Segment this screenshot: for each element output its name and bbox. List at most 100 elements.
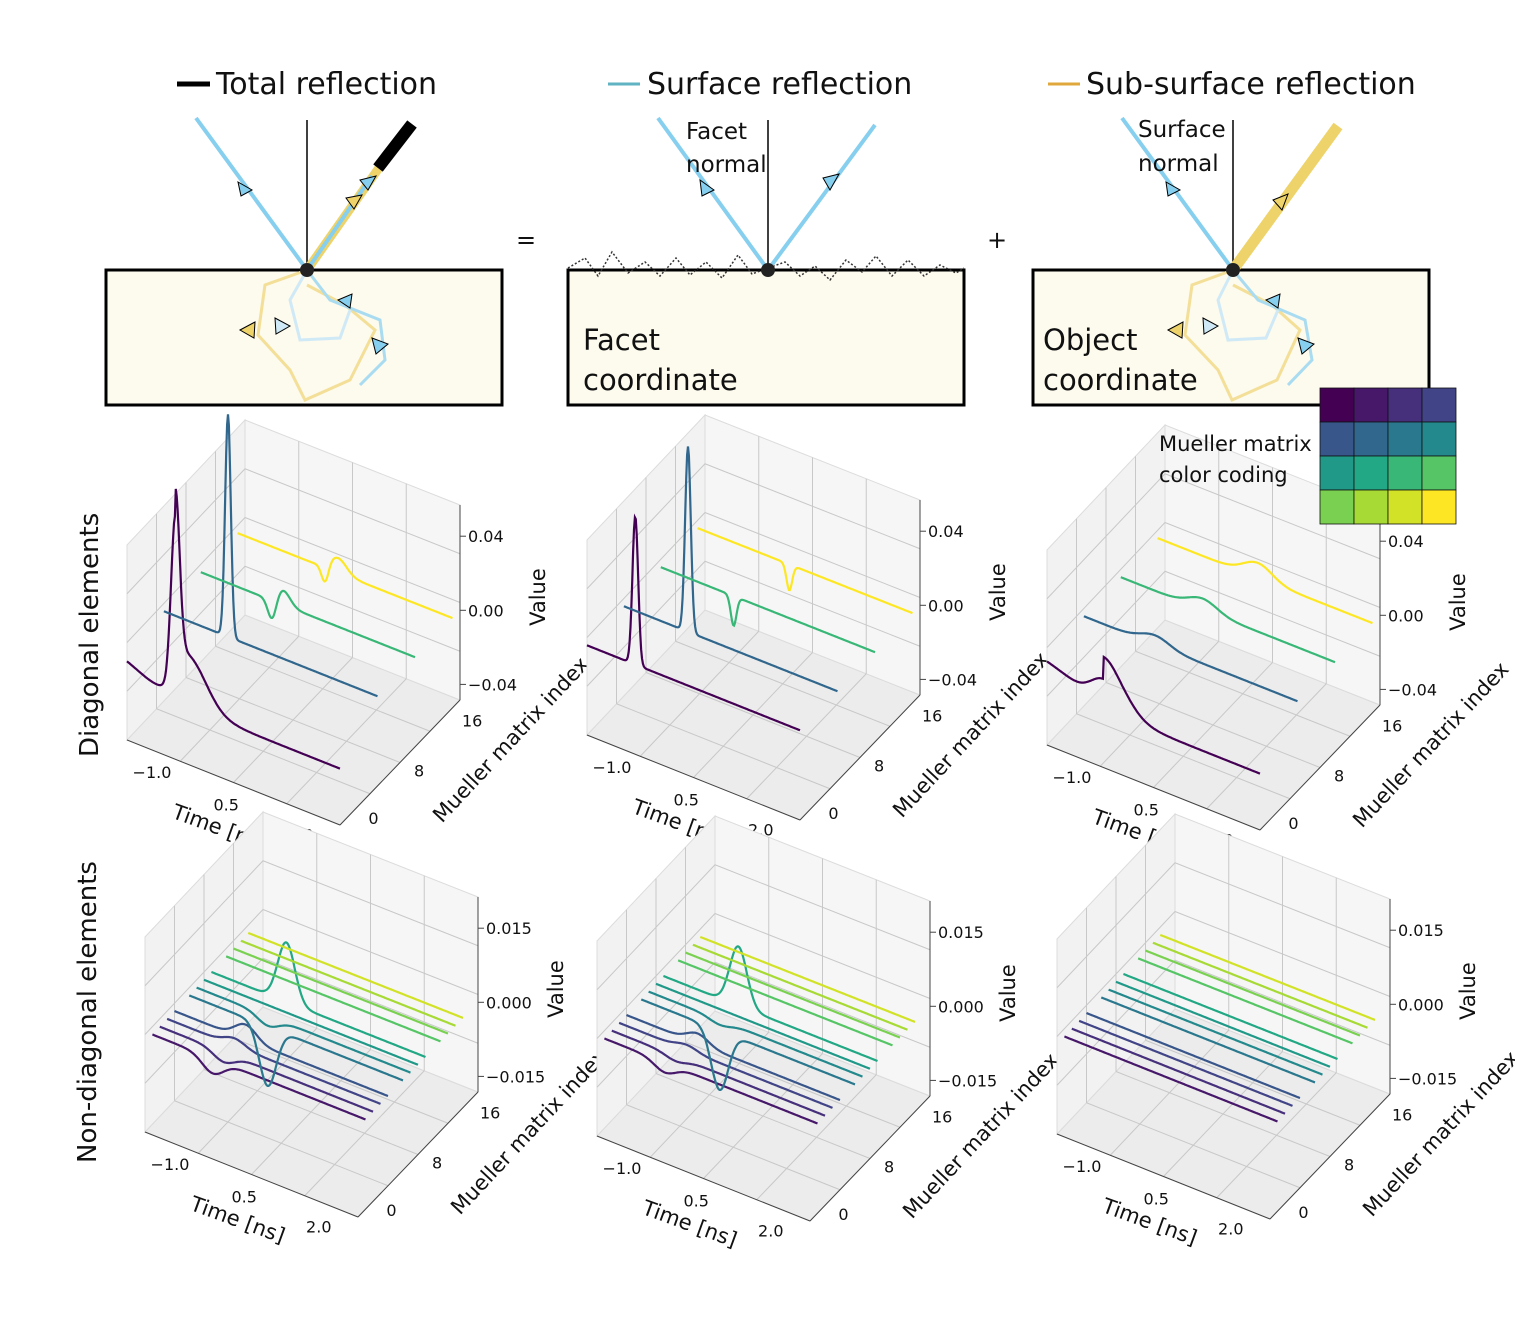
series-line — [203, 978, 419, 1066]
row-label-nondiagonal: Non-diagonal elements — [73, 861, 103, 1163]
series-line — [1159, 933, 1376, 1021]
facet-coordinate-label-1: Facet — [583, 323, 660, 357]
mueller-color-grid — [1319, 387, 1457, 525]
surface-normal-label-1: Surface — [1138, 117, 1226, 143]
arrow-icon — [1165, 181, 1182, 197]
reflected-ray — [766, 123, 877, 272]
arrow-icon — [822, 173, 841, 192]
arrow-icon — [371, 337, 389, 355]
z-tick-label: 0.000 — [486, 993, 532, 1012]
y-tick-label: 16 — [480, 1104, 500, 1123]
y-tick-label: 8 — [432, 1154, 442, 1173]
total-exit-ray — [373, 120, 417, 172]
grid-line — [655, 1073, 871, 1159]
series-line — [618, 1021, 833, 1109]
z-tick-label: 0.00 — [928, 596, 964, 615]
medium-box — [566, 268, 966, 407]
subsurface-path-lightblue — [1216, 269, 1280, 342]
series-line — [677, 959, 893, 1047]
series-line — [1064, 1035, 1278, 1123]
z-axis-label: Value — [526, 568, 550, 626]
series-line — [1120, 576, 1336, 664]
mueller-color-cell — [1353, 455, 1389, 491]
subsurface-path-lightblue — [288, 269, 352, 342]
grid-line — [126, 516, 461, 643]
x-tick-label: 2.0 — [758, 1221, 783, 1240]
series-line — [1046, 654, 1261, 775]
z-tick-label: −0.015 — [486, 1067, 545, 1086]
series-line — [1145, 949, 1361, 1037]
mueller-color-cell — [1353, 489, 1389, 525]
x-tick-label: −1.0 — [133, 763, 172, 782]
subsurface-path-blue — [1231, 269, 1314, 387]
series-line — [163, 414, 378, 698]
z-tick-label: −0.015 — [1398, 1069, 1457, 1088]
subsurface-path-yellow — [1183, 268, 1302, 402]
grid-line — [126, 468, 461, 595]
y-tick-label: 0 — [1288, 814, 1298, 833]
mueller-color-cell — [1387, 455, 1423, 491]
grid-line — [185, 677, 401, 763]
y-axis-line — [339, 699, 461, 826]
grid-line — [286, 678, 407, 805]
z-tick-label: 0.00 — [468, 601, 504, 620]
series-line — [697, 527, 913, 615]
series-line — [611, 1029, 826, 1117]
arrow-icon — [238, 321, 256, 339]
grid-line — [1056, 862, 1391, 989]
grid-line — [1206, 683, 1327, 810]
mueller-color-cell — [1387, 421, 1423, 457]
z-axis-label: Value — [996, 964, 1020, 1022]
series-line — [196, 986, 411, 1074]
medium-box — [104, 268, 504, 407]
incident-ray — [656, 116, 770, 272]
series-line — [648, 990, 863, 1078]
series-line — [200, 571, 416, 659]
legend: Total reflection Surface reflection Sub-… — [177, 67, 1416, 102]
arrow-icon — [1272, 193, 1289, 211]
diagram-surface: Facet normal Facet coordinate — [566, 116, 966, 407]
z-tick-label: 0.000 — [938, 997, 984, 1016]
mueller-color-cell — [1421, 421, 1457, 457]
y-tick-label: 16 — [1392, 1106, 1412, 1125]
grid-line — [596, 864, 931, 991]
arrow-icon — [1202, 317, 1220, 335]
grid-line — [1145, 1039, 1361, 1126]
arrow-icon — [345, 194, 363, 210]
x-tick-label: 0.5 — [1134, 801, 1159, 820]
series-line — [247, 931, 464, 1019]
x-tick-label: −1.0 — [1063, 1157, 1102, 1176]
z-tick-label: −0.015 — [938, 1071, 997, 1090]
z-tick-label: 0.015 — [938, 923, 984, 942]
series-line — [233, 947, 449, 1035]
series-line — [237, 532, 453, 620]
z-axis-label: Value — [1446, 573, 1470, 631]
x-axis-line — [144, 1131, 359, 1218]
medium-box — [1031, 268, 1431, 407]
mueller-color-cell — [1319, 489, 1355, 525]
x-axis-line — [126, 739, 341, 826]
mueller-color-cell — [1353, 421, 1389, 457]
mueller-color-cell — [1421, 455, 1457, 491]
y-tick-label: 0 — [386, 1201, 396, 1220]
z-axis-label: Value — [1456, 962, 1480, 1020]
grid-line — [596, 912, 931, 1039]
grid-line — [126, 565, 461, 692]
grid-line — [746, 673, 867, 800]
z-tick-label: 0.04 — [468, 527, 504, 546]
incident-ray — [194, 116, 309, 272]
z-tick-label: −0.04 — [928, 670, 977, 689]
y-tick-label: 0 — [368, 809, 378, 828]
legend-total-label: Total reflection — [215, 67, 437, 102]
series-line — [586, 513, 801, 732]
series-line — [699, 935, 916, 1023]
z-axis-label: Value — [986, 563, 1010, 621]
object-coordinate-label-2: coordinate — [1043, 363, 1198, 397]
series-line — [655, 982, 871, 1070]
mueller-color-cell — [1387, 387, 1423, 423]
grid-line — [756, 1074, 877, 1201]
mueller-color-cell — [1421, 387, 1457, 423]
